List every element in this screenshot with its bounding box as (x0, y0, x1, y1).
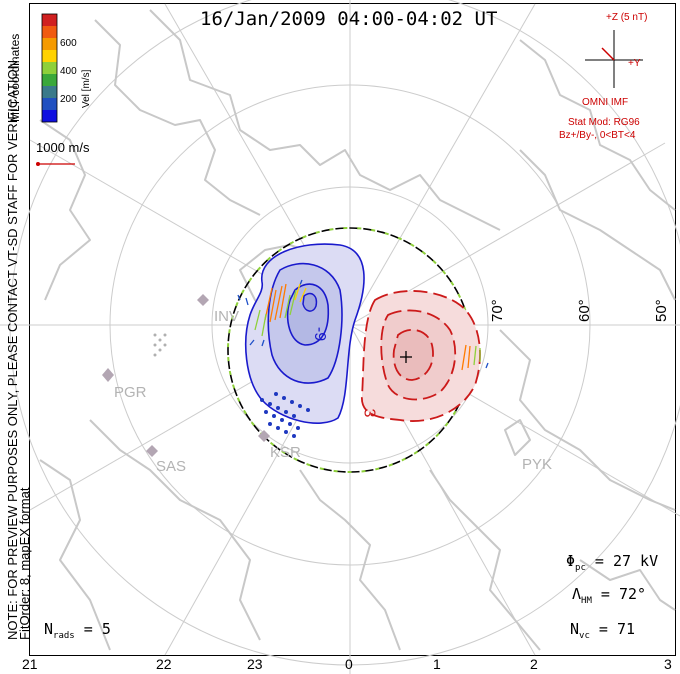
n-rads-value: 5 (101, 620, 111, 638)
mlt-tick-23: 23 (247, 656, 263, 672)
positive-potential-cell (361, 290, 481, 422)
velocity-vectors-dawn (461, 344, 489, 371)
colorbar-border (41, 13, 58, 123)
radar-label-pyk: PYK (522, 456, 553, 473)
mlt-tick-2: 2 (530, 656, 538, 672)
colorbar-swatch (42, 98, 57, 110)
phi-subscript: pc (575, 563, 586, 573)
colorbar-swatch (42, 86, 57, 98)
imf-scale: +Z (5 nT) (606, 12, 648, 23)
n-vc-value: 71 (616, 620, 636, 638)
stat-model: Stat Mod: RG96 (568, 117, 640, 128)
colorbar-tick-200: 200 (60, 94, 77, 105)
radar-site-markers (102, 294, 270, 457)
contour-label-negative: -9 (311, 326, 329, 342)
reference-vector-icon (36, 162, 75, 166)
radar-count: Nrads = 5 (44, 620, 111, 641)
colorbar-swatch (42, 26, 57, 38)
colorbar-tick-400: 400 (60, 66, 77, 77)
radar-label-ksr: KSR (270, 444, 301, 461)
coastlines (39, 9, 676, 651)
latitude-label-50: 50° (653, 299, 670, 322)
nrads-subscript: rads (53, 631, 75, 641)
velocity-vectors-dusk (237, 279, 307, 347)
mlt-tick-22: 22 (156, 656, 172, 672)
nvc-symbol: N (570, 620, 580, 638)
lambda-symbol: Λ (572, 585, 582, 603)
vector-count: Nvc = 71 (570, 620, 636, 641)
nvc-subscript: vc (579, 631, 590, 641)
reference-vector-label: 1000 m/s (36, 140, 90, 155)
velocity-colorbar (41, 13, 58, 123)
colorbar-label: Vel [m/s] (81, 69, 92, 108)
lambda-subscript: HM (581, 596, 592, 606)
colorbar-swatch (42, 50, 57, 62)
contour-label-positive: 3 (360, 408, 378, 418)
colorbar-swatch (42, 74, 57, 86)
sparse-data-dots (153, 333, 167, 357)
lambda-hm-value: 72° (618, 585, 647, 603)
imf-source: OMNI IMF (582, 97, 629, 108)
radar-label-inv: INV (214, 308, 240, 325)
plot-frame (29, 3, 676, 656)
colorbar-swatch (42, 14, 57, 26)
mlt-tick-3: 3 (664, 656, 672, 672)
latitude-label-60: 60° (576, 299, 593, 322)
colorbar-tick-600: 600 (60, 38, 77, 49)
stat-model-condition: Bz+/By-, 0<BT<4 (559, 130, 636, 141)
colorbar-swatch (42, 110, 57, 122)
negative-potential-cell (245, 243, 365, 424)
nrads-symbol: N (44, 620, 54, 638)
imf-dial-icon (585, 30, 643, 88)
velocity-dots-ksr (260, 392, 310, 438)
phi-pc-value: 27 kV (612, 552, 659, 570)
mlt-tick-1: 1 (433, 656, 441, 672)
map-title: 16/Jan/2009 04:00-04:02 UT (200, 8, 498, 30)
mlt-tick-21: 21 (22, 656, 38, 672)
latitude-label-70: 70° (489, 299, 506, 322)
radar-label-sas: SAS (156, 458, 187, 475)
fit-order-info: FitOrder: 8, mapEX format (17, 487, 32, 640)
potential-extrema-markers (400, 351, 412, 363)
radar-label-pgr: PGR (114, 384, 147, 401)
phi-symbol: Φ (566, 552, 576, 570)
colorbar-swatch (42, 38, 57, 50)
hm-boundary-latitude: ΛHM = 72° (572, 585, 647, 606)
imf-y-label: +Y (628, 58, 641, 69)
mlt-tick-0: 0 (345, 656, 353, 672)
colorbar-swatch (42, 62, 57, 74)
cross-polar-potential: Φpc = 27 kV (566, 552, 659, 573)
